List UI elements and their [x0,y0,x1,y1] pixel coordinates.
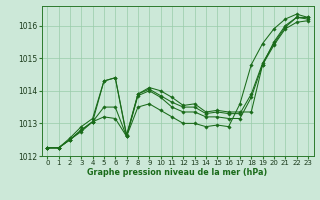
X-axis label: Graphe pression niveau de la mer (hPa): Graphe pression niveau de la mer (hPa) [87,168,268,177]
